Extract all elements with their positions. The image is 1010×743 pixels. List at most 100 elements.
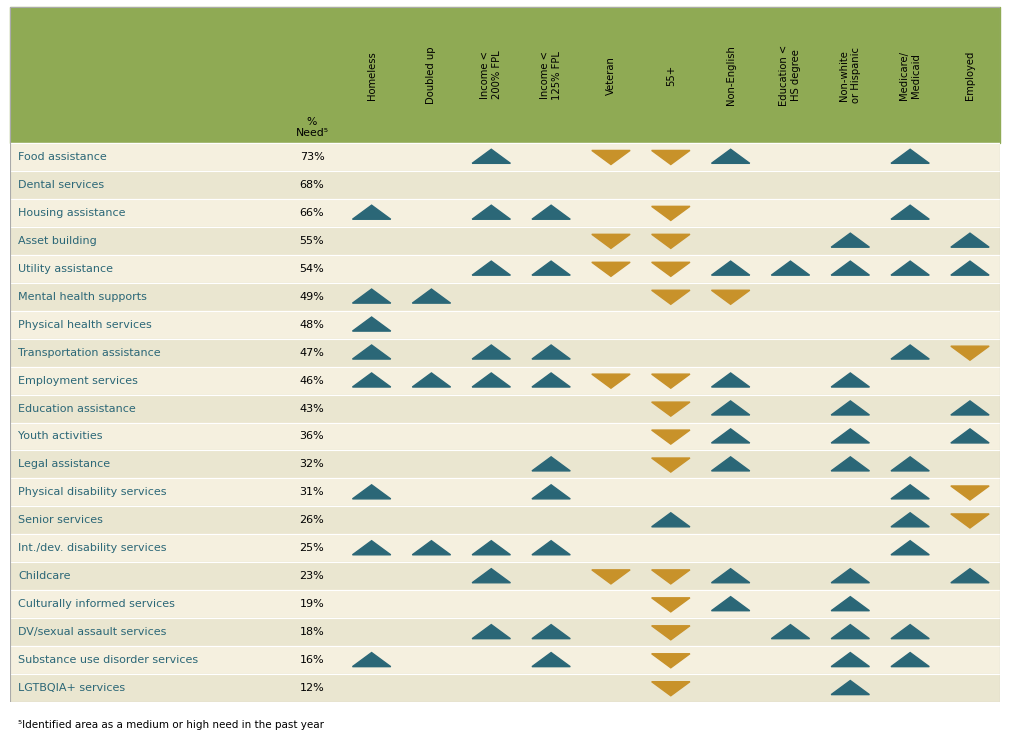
Polygon shape bbox=[891, 261, 929, 275]
Polygon shape bbox=[651, 402, 690, 416]
Polygon shape bbox=[651, 681, 690, 695]
Polygon shape bbox=[472, 345, 510, 359]
Polygon shape bbox=[831, 625, 870, 639]
Bar bbox=[10, 143, 1000, 171]
Polygon shape bbox=[352, 289, 391, 303]
Text: 55%: 55% bbox=[300, 236, 324, 246]
Polygon shape bbox=[352, 205, 391, 219]
Polygon shape bbox=[772, 625, 810, 639]
Text: Legal assistance: Legal assistance bbox=[18, 459, 110, 470]
Polygon shape bbox=[651, 234, 690, 248]
Bar bbox=[10, 366, 1000, 395]
Polygon shape bbox=[772, 261, 810, 275]
Polygon shape bbox=[711, 568, 749, 583]
Text: Asset building: Asset building bbox=[18, 236, 97, 246]
Polygon shape bbox=[950, 514, 989, 528]
Polygon shape bbox=[651, 598, 690, 612]
Text: Culturally informed services: Culturally informed services bbox=[18, 600, 175, 609]
Bar bbox=[10, 507, 1000, 534]
Polygon shape bbox=[651, 207, 690, 221]
Text: Physical health services: Physical health services bbox=[18, 319, 152, 330]
Polygon shape bbox=[891, 345, 929, 359]
Text: 26%: 26% bbox=[300, 516, 324, 525]
Text: 73%: 73% bbox=[300, 152, 324, 162]
Polygon shape bbox=[711, 261, 749, 275]
Text: 43%: 43% bbox=[300, 403, 324, 414]
Polygon shape bbox=[711, 457, 749, 471]
Bar bbox=[10, 534, 1000, 562]
Polygon shape bbox=[950, 568, 989, 583]
Polygon shape bbox=[950, 486, 989, 500]
Text: 32%: 32% bbox=[300, 459, 324, 470]
Text: 68%: 68% bbox=[300, 180, 324, 190]
Polygon shape bbox=[472, 541, 510, 555]
Polygon shape bbox=[352, 541, 391, 555]
Text: Doubled up: Doubled up bbox=[426, 46, 436, 104]
Polygon shape bbox=[950, 401, 989, 415]
Polygon shape bbox=[412, 541, 450, 555]
Polygon shape bbox=[532, 261, 571, 275]
Text: Veteran: Veteran bbox=[606, 56, 616, 94]
Polygon shape bbox=[950, 346, 989, 360]
Text: 49%: 49% bbox=[300, 292, 324, 302]
Text: Physical disability services: Physical disability services bbox=[18, 487, 167, 497]
Polygon shape bbox=[711, 149, 749, 163]
Polygon shape bbox=[891, 457, 929, 471]
Polygon shape bbox=[472, 261, 510, 275]
Text: 54%: 54% bbox=[300, 264, 324, 273]
Polygon shape bbox=[831, 233, 870, 247]
Bar bbox=[10, 590, 1000, 618]
Text: 18%: 18% bbox=[300, 627, 324, 637]
Bar bbox=[10, 562, 1000, 590]
Text: Dental services: Dental services bbox=[18, 180, 104, 190]
Bar bbox=[10, 227, 1000, 255]
Polygon shape bbox=[651, 150, 690, 164]
Polygon shape bbox=[472, 373, 510, 387]
Bar bbox=[10, 282, 1000, 311]
Text: Housing assistance: Housing assistance bbox=[18, 208, 125, 218]
Polygon shape bbox=[592, 234, 630, 248]
Bar bbox=[10, 450, 1000, 478]
Text: 25%: 25% bbox=[300, 543, 324, 554]
Text: Employment services: Employment services bbox=[18, 375, 138, 386]
Polygon shape bbox=[412, 289, 450, 303]
Bar bbox=[10, 423, 1000, 450]
Text: ⁵Identified area as a medium or high need in the past year: ⁵Identified area as a medium or high nee… bbox=[18, 720, 324, 730]
Polygon shape bbox=[831, 457, 870, 471]
Polygon shape bbox=[592, 570, 630, 584]
Polygon shape bbox=[472, 149, 510, 163]
Bar bbox=[10, 674, 1000, 702]
Text: Non-English: Non-English bbox=[725, 45, 735, 105]
Polygon shape bbox=[592, 262, 630, 276]
Polygon shape bbox=[472, 205, 510, 219]
Polygon shape bbox=[831, 652, 870, 666]
Polygon shape bbox=[532, 484, 571, 499]
Polygon shape bbox=[950, 429, 989, 443]
Polygon shape bbox=[711, 373, 749, 387]
Polygon shape bbox=[592, 374, 630, 388]
Polygon shape bbox=[950, 233, 989, 247]
Text: Income <
125% FPL: Income < 125% FPL bbox=[540, 51, 563, 100]
Polygon shape bbox=[532, 625, 571, 639]
Polygon shape bbox=[651, 374, 690, 388]
Text: Youth activities: Youth activities bbox=[18, 432, 103, 441]
Text: 19%: 19% bbox=[300, 600, 324, 609]
Polygon shape bbox=[651, 262, 690, 276]
Text: DV/sexual assault services: DV/sexual assault services bbox=[18, 627, 167, 637]
Polygon shape bbox=[711, 401, 749, 415]
Text: Childcare: Childcare bbox=[18, 571, 71, 581]
Text: Mental health supports: Mental health supports bbox=[18, 292, 146, 302]
Bar bbox=[10, 255, 1000, 282]
Text: Education assistance: Education assistance bbox=[18, 403, 135, 414]
Text: 12%: 12% bbox=[300, 683, 324, 693]
Text: 36%: 36% bbox=[300, 432, 324, 441]
Text: Income <
200% FPL: Income < 200% FPL bbox=[481, 51, 502, 100]
Text: Utility assistance: Utility assistance bbox=[18, 264, 113, 273]
Bar bbox=[10, 311, 1000, 339]
Bar bbox=[10, 339, 1000, 366]
Polygon shape bbox=[532, 541, 571, 555]
Polygon shape bbox=[711, 291, 749, 305]
Polygon shape bbox=[651, 570, 690, 584]
Polygon shape bbox=[352, 317, 391, 331]
Polygon shape bbox=[532, 205, 571, 219]
